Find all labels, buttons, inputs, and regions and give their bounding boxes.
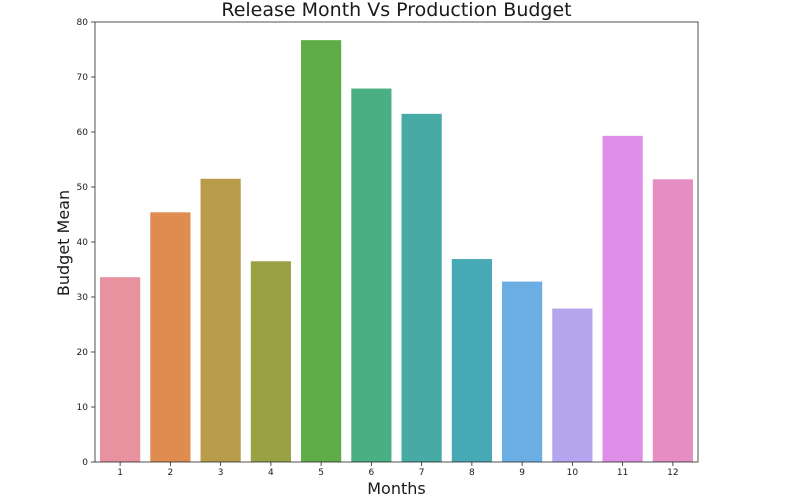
y-axis-label: Budget Mean: [54, 190, 73, 296]
x-tick-label: 1: [117, 468, 123, 478]
y-tick-label: 60: [77, 128, 89, 138]
bar-month-4: [250, 261, 291, 462]
y-tick-label: 80: [77, 18, 89, 28]
y-tick-label: 50: [77, 183, 89, 193]
y-tick-label: 70: [77, 73, 89, 83]
bar-month-3: [200, 178, 241, 462]
bar-month-10: [552, 308, 593, 462]
x-tick-label: 3: [218, 468, 224, 478]
bar-month-8: [451, 259, 492, 462]
x-tick-label: 9: [519, 468, 525, 478]
bar-month-1: [100, 277, 141, 462]
x-axis-label: Months: [367, 479, 425, 498]
y-tick-label: 20: [77, 348, 89, 358]
bar-month-9: [502, 281, 543, 462]
x-tick-label: 10: [567, 468, 579, 478]
y-tick-label: 40: [77, 238, 89, 248]
bar-month-2: [150, 212, 191, 462]
bar-month-6: [351, 88, 392, 463]
bar-month-11: [602, 135, 643, 462]
x-tick-label: 7: [419, 468, 425, 478]
bar-month-5: [301, 40, 342, 463]
chart-title: Release Month Vs Production Budget: [221, 0, 571, 21]
x-tick-label: 6: [369, 468, 375, 478]
x-tick-label: 5: [318, 468, 324, 478]
x-tick-label: 12: [667, 468, 678, 478]
y-tick-label: 0: [82, 458, 88, 468]
plot-frame: [94, 21, 699, 463]
bar-month-7: [401, 113, 442, 462]
x-tick-label: 8: [469, 468, 475, 478]
y-axis-ticks: 0 10 20 30 40 50 60 70 80: [77, 18, 95, 468]
bar-month-12: [652, 179, 693, 463]
y-tick-label: 30: [77, 293, 89, 303]
x-axis-ticks: 1 2 3 4 5 6 7 8 9 10 11 12: [117, 462, 679, 478]
y-tick-label: 10: [77, 403, 89, 413]
x-tick-label: 4: [268, 468, 274, 478]
x-tick-label: 11: [617, 468, 628, 478]
x-tick-label: 2: [168, 468, 174, 478]
bars-group: [100, 40, 693, 463]
